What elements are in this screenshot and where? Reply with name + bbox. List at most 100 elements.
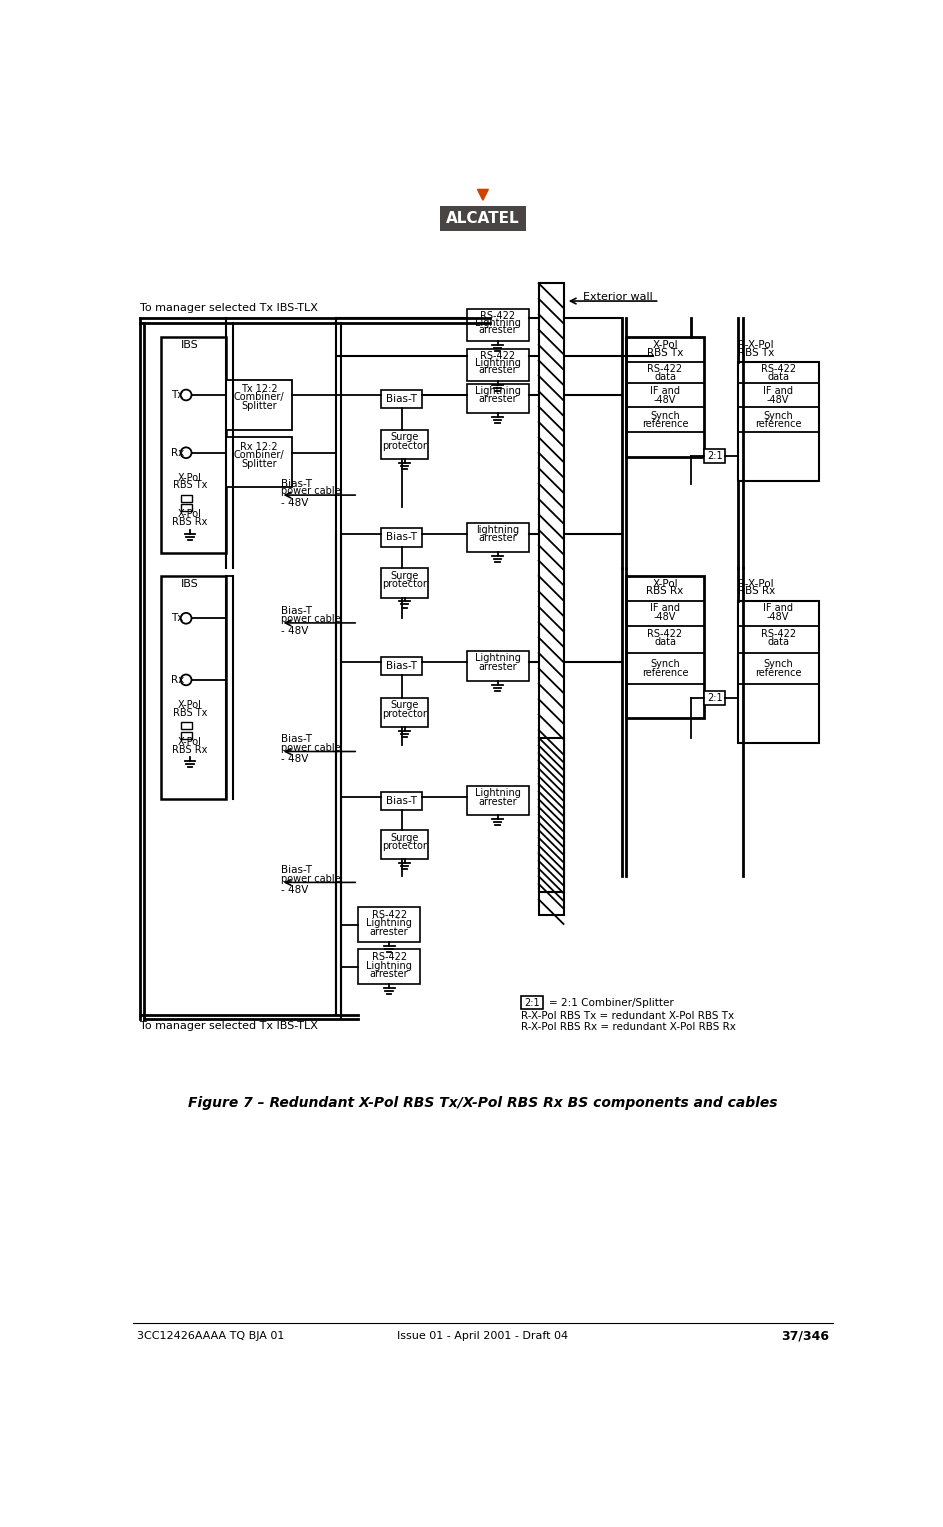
- Text: IF and: IF and: [650, 386, 680, 395]
- Bar: [381, 528, 422, 547]
- Text: - 48V: - 48V: [281, 498, 308, 508]
- Text: IBS: IBS: [181, 579, 199, 588]
- Text: R-X-Pol RBS Tx = redundant X-Pol RBS Tx: R-X-Pol RBS Tx = redundant X-Pol RBS Tx: [521, 1011, 734, 1022]
- Text: -48V: -48V: [767, 612, 789, 621]
- Text: protector: protector: [382, 579, 427, 589]
- Text: RS-422: RS-422: [761, 629, 796, 638]
- Text: X-Pol: X-Pol: [178, 473, 202, 483]
- Bar: [626, 337, 703, 457]
- Text: data: data: [768, 373, 789, 382]
- Bar: [439, 206, 526, 231]
- Text: reference: reference: [755, 420, 802, 429]
- Bar: [381, 698, 428, 727]
- Text: Synch: Synch: [763, 411, 793, 421]
- Text: Bias-T: Bias-T: [281, 606, 311, 615]
- Text: Surge: Surge: [390, 832, 419, 843]
- Bar: [467, 308, 529, 341]
- Text: Lightning: Lightning: [474, 318, 521, 328]
- Text: Synch: Synch: [763, 660, 793, 669]
- Text: data: data: [654, 637, 676, 647]
- Text: Lightning: Lightning: [474, 357, 521, 368]
- Text: IF and: IF and: [650, 603, 680, 614]
- Text: -48V: -48V: [653, 612, 676, 621]
- Text: power cable: power cable: [281, 486, 340, 496]
- Text: - 48V: - 48V: [281, 754, 308, 764]
- Bar: [737, 362, 819, 481]
- Text: arrester: arrester: [370, 970, 408, 979]
- Text: data: data: [768, 637, 789, 647]
- Text: reference: reference: [642, 667, 688, 678]
- Text: Tx: Tx: [171, 614, 183, 623]
- Text: X-Pol: X-Pol: [653, 341, 678, 350]
- Text: RS-422: RS-422: [648, 363, 683, 374]
- Text: R-X-Pol: R-X-Pol: [737, 579, 773, 588]
- Bar: [626, 576, 703, 718]
- Text: Bias-T: Bias-T: [386, 661, 417, 670]
- Bar: [358, 907, 421, 942]
- Text: Lightning: Lightning: [474, 788, 521, 799]
- Bar: [703, 692, 725, 705]
- Text: RS-422: RS-422: [648, 629, 683, 638]
- Text: X-Pol: X-Pol: [178, 701, 202, 710]
- Bar: [226, 380, 292, 429]
- Text: Synch: Synch: [650, 660, 680, 669]
- Text: arrester: arrester: [478, 365, 517, 376]
- Text: RS-422: RS-422: [480, 351, 515, 360]
- Text: Combiner/: Combiner/: [234, 450, 284, 460]
- Bar: [737, 600, 819, 744]
- Text: data: data: [654, 373, 676, 382]
- Text: Bias-T: Bias-T: [281, 734, 311, 744]
- Bar: [467, 786, 529, 815]
- Text: Bias-T: Bias-T: [386, 533, 417, 542]
- Text: Bias-T: Bias-T: [281, 866, 311, 875]
- Text: To manager selected Tx IBS-TLX: To manager selected Tx IBS-TLX: [140, 1022, 318, 1031]
- Text: Bias-T: Bias-T: [386, 394, 417, 403]
- Text: IBS: IBS: [181, 341, 199, 350]
- Text: X-Pol: X-Pol: [178, 738, 202, 747]
- Text: -48V: -48V: [653, 394, 676, 405]
- Text: power cable: power cable: [281, 614, 340, 625]
- Text: Splitter: Splitter: [241, 400, 276, 411]
- Text: Figure 7 – Redundant X-Pol RBS Tx/X-Pol RBS Rx BS components and cables: Figure 7 – Redundant X-Pol RBS Tx/X-Pol …: [189, 1096, 778, 1110]
- Text: Combiner/: Combiner/: [234, 392, 284, 402]
- Text: Surge: Surge: [390, 432, 419, 443]
- Bar: [181, 733, 192, 739]
- Bar: [381, 429, 428, 460]
- Text: Lightning: Lightning: [366, 960, 412, 971]
- Text: IF and: IF and: [763, 603, 793, 614]
- Polygon shape: [477, 189, 488, 200]
- Text: Rx 12:2: Rx 12:2: [240, 441, 278, 452]
- Bar: [181, 504, 192, 512]
- Text: 2:1: 2:1: [707, 450, 722, 461]
- Text: RBS Tx: RBS Tx: [647, 348, 684, 357]
- Text: Lightning: Lightning: [474, 654, 521, 663]
- Bar: [381, 831, 428, 860]
- Text: RBS Tx: RBS Tx: [173, 709, 207, 718]
- Bar: [703, 449, 725, 463]
- Text: - 48V: - 48V: [281, 886, 308, 895]
- Text: 37/346: 37/346: [782, 1330, 829, 1342]
- Text: reference: reference: [755, 667, 802, 678]
- Text: RBS Rx: RBS Rx: [646, 586, 684, 597]
- Text: RBS Tx: RBS Tx: [173, 479, 207, 490]
- Text: Lightning: Lightning: [366, 918, 412, 928]
- Bar: [160, 576, 226, 799]
- Text: power cable: power cable: [281, 873, 340, 884]
- Text: Bias-T: Bias-T: [386, 796, 417, 806]
- Bar: [160, 337, 226, 553]
- Bar: [467, 385, 529, 414]
- Text: protector: protector: [382, 841, 427, 851]
- Text: X-Pol: X-Pol: [653, 579, 678, 588]
- Text: arrester: arrester: [478, 533, 517, 544]
- Text: R-X-Pol RBS Rx = redundant X-Pol RBS Rx: R-X-Pol RBS Rx = redundant X-Pol RBS Rx: [521, 1022, 736, 1032]
- Text: To manager selected Tx IBS-TLX: To manager selected Tx IBS-TLX: [140, 302, 318, 313]
- Bar: [467, 652, 529, 681]
- Text: ALCATEL: ALCATEL: [446, 211, 520, 226]
- Text: Splitter: Splitter: [241, 458, 276, 469]
- Bar: [381, 791, 422, 809]
- Text: Issue 01 - April 2001 - Draft 04: Issue 01 - April 2001 - Draft 04: [397, 1332, 569, 1341]
- Text: RBS Tx: RBS Tx: [737, 348, 774, 357]
- Text: Synch: Synch: [650, 411, 680, 421]
- Text: -48V: -48V: [767, 394, 789, 405]
- Text: - 48V: - 48V: [281, 626, 308, 635]
